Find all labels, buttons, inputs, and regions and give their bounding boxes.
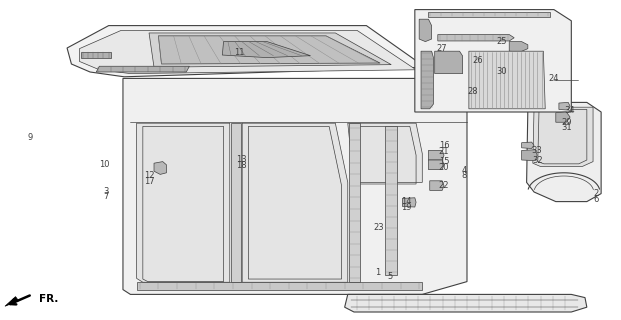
Polygon shape — [402, 198, 416, 207]
Text: FR.: FR. — [39, 293, 58, 304]
Text: 28: 28 — [468, 87, 479, 96]
Polygon shape — [81, 52, 111, 58]
Text: 25: 25 — [497, 37, 507, 46]
Text: 29: 29 — [561, 118, 571, 127]
Polygon shape — [559, 102, 570, 110]
Polygon shape — [430, 181, 444, 190]
Polygon shape — [345, 294, 587, 312]
Text: 20: 20 — [439, 163, 449, 172]
Polygon shape — [137, 282, 422, 290]
Text: 24: 24 — [549, 74, 559, 83]
Polygon shape — [123, 78, 467, 294]
Text: 15: 15 — [439, 157, 449, 166]
Polygon shape — [428, 160, 444, 170]
Polygon shape — [509, 42, 528, 52]
Text: 9: 9 — [27, 133, 32, 142]
Polygon shape — [385, 126, 397, 275]
Text: 11: 11 — [234, 48, 244, 57]
Circle shape — [365, 220, 392, 234]
Text: 18: 18 — [235, 161, 247, 170]
Text: 23: 23 — [373, 223, 384, 232]
Polygon shape — [469, 51, 545, 109]
Text: 2: 2 — [594, 189, 599, 198]
Polygon shape — [527, 102, 601, 202]
Text: 16: 16 — [438, 141, 450, 150]
Polygon shape — [428, 150, 444, 160]
Text: 30: 30 — [496, 68, 507, 76]
Polygon shape — [522, 150, 537, 161]
Text: 34: 34 — [564, 106, 576, 115]
Polygon shape — [154, 162, 166, 174]
Polygon shape — [149, 33, 391, 67]
Text: 32: 32 — [532, 156, 543, 165]
Polygon shape — [67, 26, 425, 77]
Text: 10: 10 — [99, 160, 109, 169]
Text: 26: 26 — [473, 56, 484, 65]
Text: 19: 19 — [402, 203, 412, 212]
Polygon shape — [349, 123, 360, 282]
Polygon shape — [79, 30, 416, 74]
Polygon shape — [242, 123, 348, 282]
Polygon shape — [231, 123, 241, 282]
Text: 6: 6 — [594, 196, 599, 204]
Text: 21: 21 — [439, 147, 449, 156]
Text: 4: 4 — [462, 166, 467, 175]
Polygon shape — [222, 42, 310, 58]
Text: 5: 5 — [388, 272, 392, 281]
Text: 8: 8 — [462, 172, 467, 180]
Polygon shape — [438, 35, 514, 41]
Polygon shape — [158, 36, 380, 64]
Polygon shape — [419, 19, 432, 42]
Polygon shape — [533, 107, 593, 166]
Polygon shape — [96, 66, 189, 72]
Text: 22: 22 — [439, 181, 449, 190]
Polygon shape — [348, 123, 422, 182]
Text: 13: 13 — [235, 156, 247, 164]
Polygon shape — [421, 51, 433, 109]
Polygon shape — [435, 51, 463, 74]
Text: 3: 3 — [103, 188, 108, 196]
Polygon shape — [428, 12, 550, 17]
Text: 17: 17 — [143, 177, 155, 186]
Text: 12: 12 — [144, 172, 154, 180]
Polygon shape — [522, 142, 534, 148]
Text: 1: 1 — [375, 268, 380, 277]
Text: 14: 14 — [402, 197, 412, 206]
Text: 33: 33 — [532, 146, 543, 155]
Polygon shape — [137, 123, 230, 282]
Polygon shape — [556, 112, 570, 122]
Text: 31: 31 — [561, 124, 572, 132]
Text: 7: 7 — [103, 192, 108, 201]
Polygon shape — [5, 297, 19, 306]
Polygon shape — [415, 10, 571, 112]
Text: 27: 27 — [437, 44, 448, 53]
